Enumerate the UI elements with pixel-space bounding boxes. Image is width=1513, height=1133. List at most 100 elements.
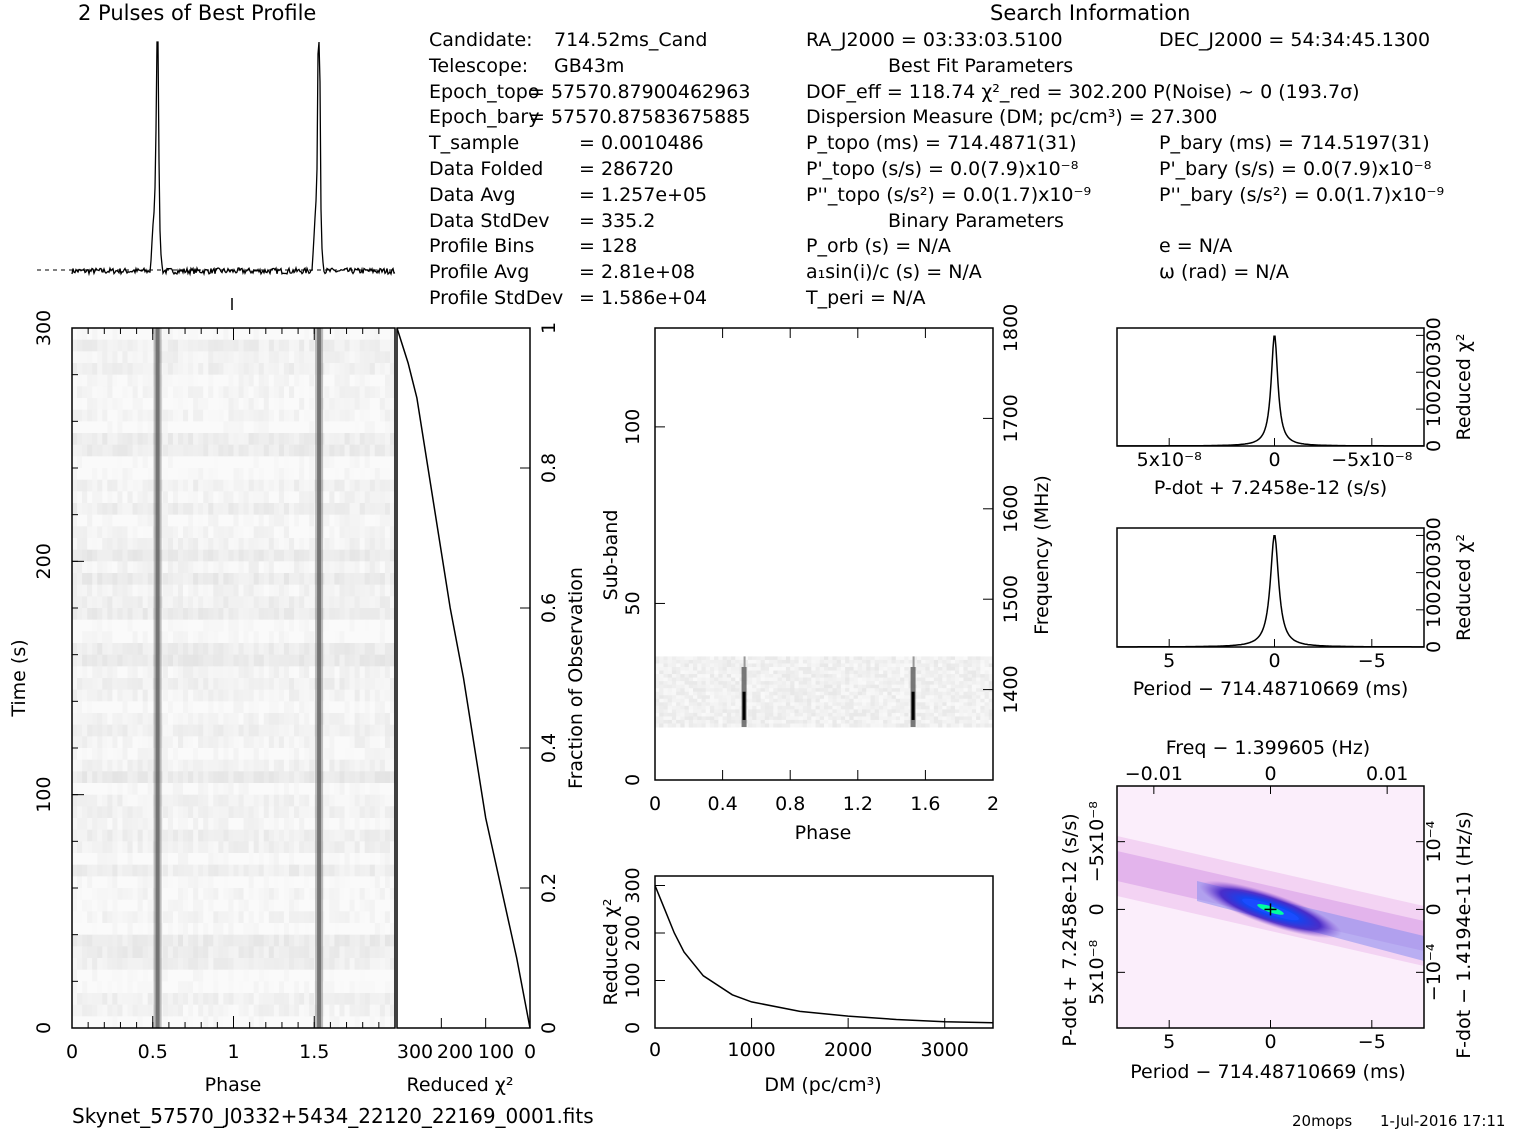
heat-cell <box>369 864 376 877</box>
heat-cell <box>339 339 346 352</box>
heat-cell <box>97 444 103 457</box>
heat-cell <box>167 934 174 947</box>
heat-cell <box>283 678 290 691</box>
heat-cell <box>77 654 83 667</box>
heat-cell <box>344 899 351 912</box>
heat-cell <box>253 479 260 492</box>
heat-cell <box>929 667 935 672</box>
heat-cell <box>188 993 194 1006</box>
heat-cell <box>828 674 833 679</box>
heat-cell <box>268 853 275 866</box>
heat-cell <box>243 771 250 784</box>
heat-cell <box>223 374 229 387</box>
heat-cell <box>263 374 270 387</box>
heat-cell <box>925 681 931 686</box>
heat-cell <box>359 666 366 679</box>
heat-cell <box>72 631 78 644</box>
heat-cell <box>967 677 973 682</box>
heat-cell <box>384 689 391 702</box>
heat-cell <box>374 864 381 877</box>
heat-cell <box>132 1004 139 1017</box>
heat-cell <box>389 1016 396 1029</box>
heat-cell <box>299 899 305 912</box>
heat-cell <box>198 864 204 877</box>
heat-cell <box>193 514 199 527</box>
heat-cell <box>193 339 199 352</box>
pulse-track <box>317 328 322 1028</box>
heat-cell <box>87 526 93 539</box>
heat-cell <box>122 794 129 807</box>
heat-cell <box>142 701 149 714</box>
heat-cell <box>349 374 356 387</box>
heat-cell <box>933 663 939 668</box>
heat-cell <box>208 549 214 562</box>
heat-cell <box>895 691 901 696</box>
heat-cell <box>268 794 275 807</box>
heat-cell <box>374 351 381 364</box>
heat-cell <box>122 374 129 387</box>
heat-cell <box>72 981 78 994</box>
heat-cell <box>304 526 310 539</box>
heat-cell <box>384 771 391 784</box>
heat-cell <box>299 853 305 866</box>
heat-cell <box>976 667 981 672</box>
heat-cell <box>384 829 391 842</box>
heat-cell <box>845 688 850 693</box>
heat-cell <box>172 503 179 516</box>
heat-cell <box>709 667 715 672</box>
heat-cell <box>263 596 270 609</box>
heat-cell <box>364 794 371 807</box>
heat-cell <box>82 374 88 387</box>
heat-cell <box>364 713 371 726</box>
heat-cell <box>72 468 78 481</box>
heat-cell <box>659 698 664 703</box>
heat-cell <box>137 491 144 504</box>
heat-cell <box>268 479 275 492</box>
heat-cell <box>714 688 719 693</box>
heat-cell <box>92 818 98 831</box>
heat-cell <box>218 818 224 831</box>
heat-cell <box>87 689 93 702</box>
heat-cell <box>82 654 88 667</box>
heat-cell <box>836 659 842 664</box>
heat-cell <box>77 386 83 399</box>
heat-cell <box>329 619 335 632</box>
heat-cell <box>243 759 250 772</box>
heat-cell <box>828 691 833 696</box>
heat-cell <box>853 681 859 686</box>
heat-cell <box>756 691 762 696</box>
heat-cell <box>718 681 724 686</box>
heat-cell <box>112 678 118 691</box>
heat-cell <box>82 666 88 679</box>
heat-cell <box>764 656 770 661</box>
heat-cell <box>127 923 134 936</box>
heat-cell <box>142 514 149 527</box>
heat-cell <box>349 619 356 632</box>
heat-cell <box>177 841 184 854</box>
heat-cell <box>102 806 108 819</box>
heat-cell <box>916 695 922 700</box>
heat-cell <box>72 643 78 656</box>
heat-cell <box>289 841 295 854</box>
heat-cell <box>117 654 123 667</box>
heat-cell <box>819 659 825 664</box>
heat-cell <box>904 688 909 693</box>
heat-cell <box>223 398 229 411</box>
heat-cell <box>883 695 888 700</box>
heat-cell <box>132 328 139 341</box>
heat-cell <box>82 724 88 737</box>
heat-cell <box>228 806 234 819</box>
heat-cell <box>273 876 280 889</box>
heat-cell <box>304 853 310 866</box>
heat-cell <box>289 911 295 924</box>
heat-cell <box>289 596 295 609</box>
heat-cell <box>887 670 893 675</box>
heat-cell <box>349 713 356 726</box>
heat-cell <box>959 695 964 700</box>
heat-cell <box>142 806 149 819</box>
heat-cell <box>263 1004 270 1017</box>
heat-cell <box>223 526 229 539</box>
heat-cell <box>183 701 189 714</box>
heat-cell <box>218 573 224 586</box>
